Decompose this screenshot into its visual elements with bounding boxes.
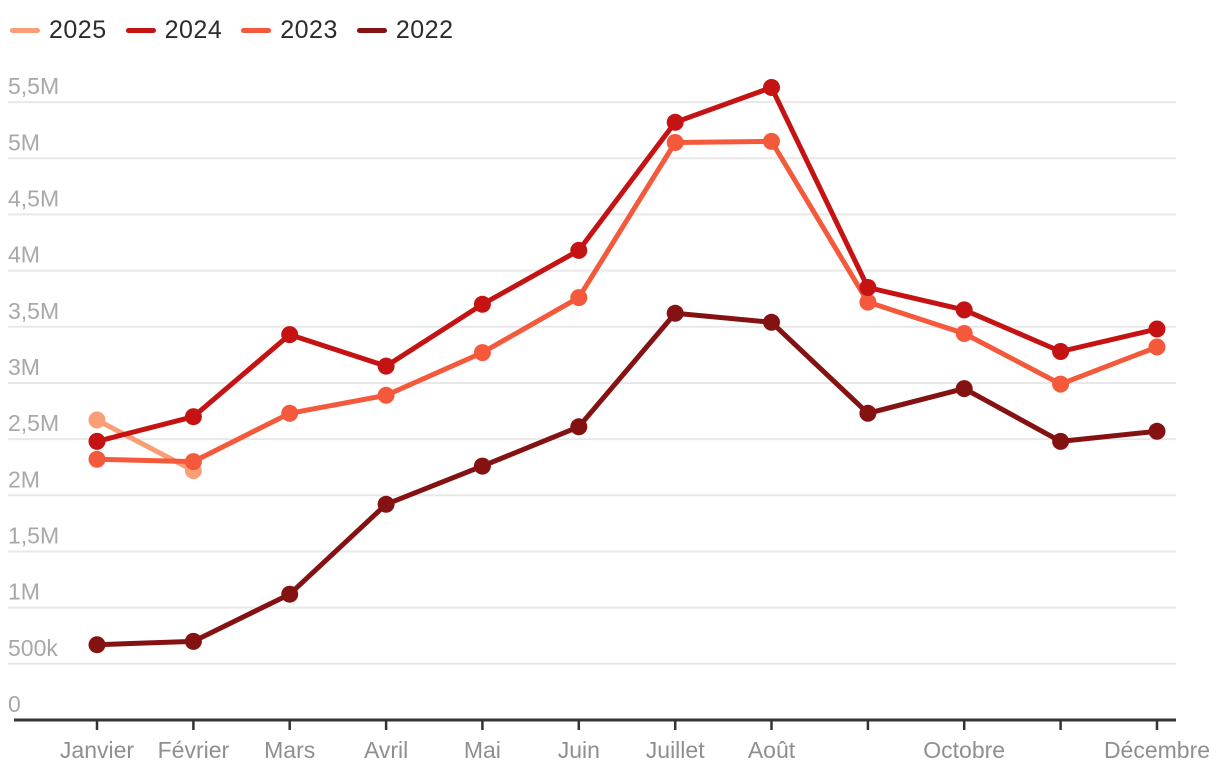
x-axis-label: Juin <box>558 737 600 763</box>
series-2023-point <box>88 450 106 468</box>
series-2024-line <box>94 85 1160 444</box>
x-axis-label: Janvier <box>60 737 134 763</box>
series-2022-point <box>88 636 106 654</box>
y-axis-label: 500k <box>8 635 58 661</box>
x-axis-label: Octobre <box>923 737 1005 763</box>
y-axis-label: 2M <box>8 466 40 492</box>
x-axis-label: Mars <box>264 737 315 763</box>
series-2022-point <box>184 632 202 650</box>
y-axis-label: 4M <box>8 242 40 268</box>
legend-item-2023: 2023 <box>241 16 338 45</box>
x-axis-label: Février <box>158 737 230 763</box>
series-2023-point <box>473 344 491 362</box>
series-2022-point <box>281 585 299 603</box>
x-axis-label: Mai <box>464 737 501 763</box>
legend-item-2025: 2025 <box>10 16 107 45</box>
series-2022-point <box>763 313 780 331</box>
series-2023-point <box>281 404 299 422</box>
series-2023-point <box>377 386 395 404</box>
legend-swatch-2022 <box>356 28 387 33</box>
y-axis-label: 0 <box>8 691 21 717</box>
series-2022-point <box>955 380 973 398</box>
series-2023-point <box>570 289 588 307</box>
y-axis-label: 3,5M <box>8 298 59 324</box>
series-2022-point <box>666 304 684 322</box>
series-2023-point <box>1148 338 1166 356</box>
legend-item-2022: 2022 <box>356 16 454 45</box>
series-2023-point <box>763 132 780 150</box>
legend-label-2024: 2024 <box>164 16 223 44</box>
x-axis-label: Décembre <box>1104 737 1210 763</box>
series-2024-point <box>281 326 299 344</box>
series-2022-line <box>94 310 1160 648</box>
series-2023-point <box>184 453 202 471</box>
series-2023-point <box>955 325 973 342</box>
y-axis-label: 4,5M <box>8 185 59 211</box>
legend-swatch-2025 <box>10 28 40 33</box>
series-2023-point <box>666 134 684 151</box>
series-2022-point <box>570 418 588 436</box>
series-2024-point <box>1052 343 1070 360</box>
series-2024-point <box>184 408 202 426</box>
legend-label-2023: 2023 <box>280 16 338 44</box>
series-2024-point <box>570 241 588 259</box>
series-2022-point <box>859 404 877 422</box>
series-2024-point <box>377 357 395 375</box>
x-axis-label: Avril <box>364 737 408 763</box>
y-axis-label: 3M <box>8 354 40 380</box>
series-2025-point <box>88 411 106 429</box>
series-2022-point <box>377 495 395 513</box>
series-2024-point <box>473 295 491 313</box>
series-2024-point <box>88 432 106 450</box>
legend-item-2024: 2024 <box>125 16 223 45</box>
y-axis-label: 5,5M <box>8 73 59 99</box>
y-axis-label: 5M <box>8 129 40 155</box>
series-2022-point <box>1052 432 1070 450</box>
y-axis-label: 1M <box>8 579 40 605</box>
legend-label-2022: 2022 <box>395 16 454 44</box>
series-2024-point <box>955 301 973 319</box>
series-2022-point <box>1148 422 1166 440</box>
series-2024-point <box>666 113 684 131</box>
series-2023-line <box>94 138 1160 465</box>
legend-swatch-2024 <box>125 28 156 33</box>
chart-legend: 2025 2024 2023 2022 <box>10 16 454 45</box>
legend-label-2025: 2025 <box>49 16 107 44</box>
series-2023-point <box>1052 375 1070 393</box>
legend-swatch-2023 <box>241 28 272 33</box>
x-axis-label: Août <box>748 737 796 763</box>
x-axis-label: Juillet <box>646 737 705 763</box>
series-2024-point <box>859 279 877 296</box>
y-axis-label: 2,5M <box>8 410 59 436</box>
series-2023-point <box>859 293 877 311</box>
series-2022-point <box>473 457 491 475</box>
series-2024-point <box>1148 320 1166 338</box>
y-axis-label: 1,5M <box>8 523 59 549</box>
series-2024-point <box>763 79 780 96</box>
